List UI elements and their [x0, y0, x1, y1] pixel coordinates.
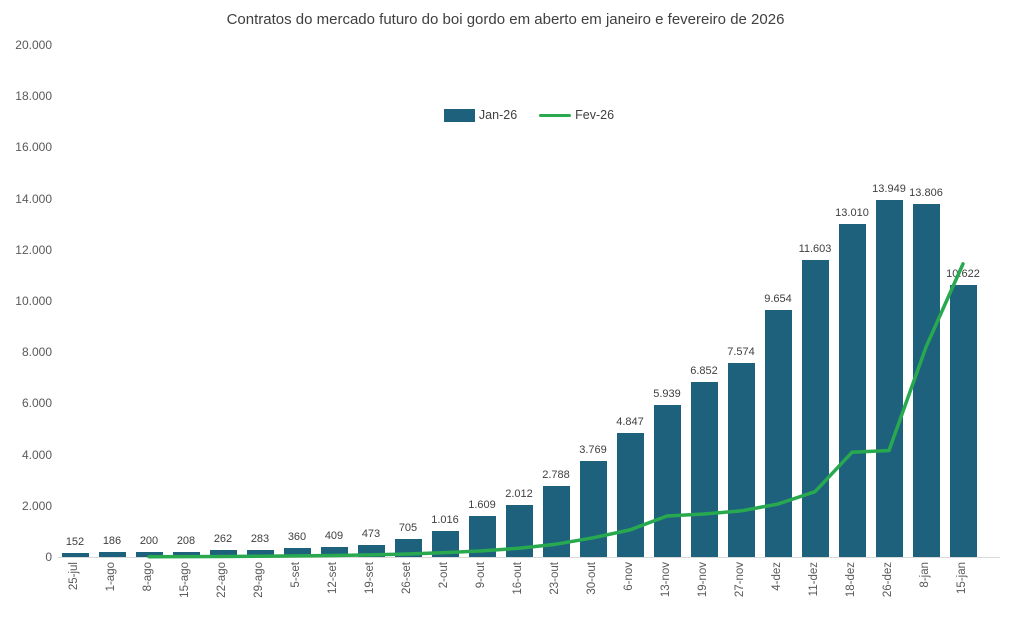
legend-bar-swatch: [443, 108, 475, 122]
bar-value-label: 5.939: [653, 387, 681, 400]
bar: [209, 550, 237, 557]
bar: [98, 552, 126, 557]
bar-value-label: 4.847: [616, 415, 644, 428]
legend-item-jan-26: Jan-26: [443, 108, 518, 122]
bar: [727, 363, 755, 557]
y-tick-label: 14.000: [15, 191, 52, 206]
bar-value-label: 705: [398, 521, 418, 534]
legend-label-jan-26: Jan-26: [478, 108, 518, 122]
legend-line-swatch: [539, 113, 572, 117]
y-tick-label: 6.000: [21, 396, 52, 411]
bar-value-label: 2.788: [542, 468, 570, 481]
bar-value-label: 283: [250, 532, 270, 545]
bar-value-label: 11.603: [798, 242, 832, 255]
y-tick-label: 20.000: [15, 38, 52, 52]
bar: [801, 259, 829, 557]
bar: [690, 381, 718, 557]
bar: [61, 553, 89, 557]
bar-value-label: 208: [176, 534, 196, 547]
bar: [653, 404, 681, 557]
bar-value-label: 10.622: [946, 268, 980, 281]
fev-line: [147, 262, 965, 559]
bar: [246, 549, 274, 557]
bar: [949, 285, 977, 557]
bar-value-label: 6.852: [690, 364, 718, 377]
bar-value-label: 13.010: [835, 206, 869, 219]
bar: [172, 551, 200, 557]
bar-value-label: 360: [287, 530, 307, 543]
bar-value-label: 473: [361, 527, 381, 540]
bar: [283, 547, 311, 557]
bar-value-label: 1.016: [431, 513, 459, 526]
bar: [135, 551, 163, 557]
y-tick-label: 8.000: [21, 345, 52, 360]
chart-title: Contratos do mercado futuro do boi gordo…: [226, 11, 785, 28]
y-tick-label: 18.000: [15, 89, 52, 104]
bar-value-label: 200: [139, 534, 159, 547]
y-tick-label: 2.000: [21, 498, 52, 513]
bar-value-label: 13.806: [909, 186, 943, 199]
bar-value-label: 1.609: [468, 498, 496, 511]
bar: [912, 203, 940, 557]
y-tick-label: 12.000: [15, 242, 52, 257]
bar-value-label: 2.012: [505, 488, 533, 501]
legend: Jan-26 Fev-26: [58, 108, 1000, 122]
bar-value-label: 262: [213, 533, 233, 546]
bar-value-label: 3.769: [579, 443, 607, 456]
bar-value-label: 186: [102, 535, 122, 548]
bar: [764, 309, 792, 557]
bar: [616, 432, 644, 557]
y-tick-label: 0: [45, 550, 52, 564]
y-tick-label: 10.000: [15, 294, 52, 308]
bar-value-label: 9.654: [764, 292, 792, 305]
x-axis-line: [58, 557, 1000, 558]
legend-item-fev-26: Fev-26: [539, 108, 614, 122]
bar-value-label: 409: [324, 529, 344, 542]
legend-label-fev-26: Fev-26: [575, 108, 615, 122]
y-tick-label: 4.000: [21, 447, 52, 462]
bar: [838, 223, 866, 557]
bar: [875, 199, 903, 557]
bar-value-label: 13.949: [872, 182, 906, 195]
y-tick-label: 16.000: [15, 140, 52, 155]
bar-value-label: 7.574: [727, 346, 755, 359]
bar-value-label: 152: [65, 536, 85, 549]
bar: [320, 546, 348, 557]
